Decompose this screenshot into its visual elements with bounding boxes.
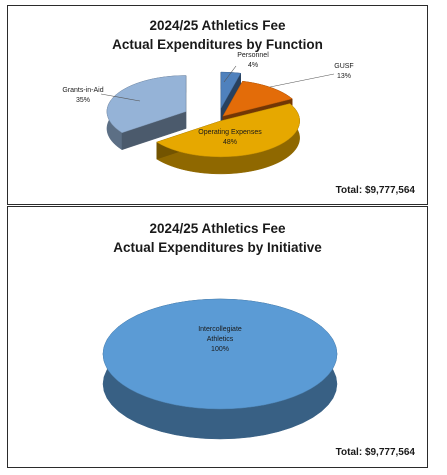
pie-slice-gusf <box>222 80 293 117</box>
pie-slice-operating-expenses <box>156 103 300 158</box>
leader-line-gusf <box>269 73 335 88</box>
label-intercollegiate-pct: 100% <box>211 346 229 353</box>
leader-line-personnel <box>223 65 237 83</box>
label-operating-name: Operating Expenses <box>198 129 262 136</box>
function-total: Total: $9,777,564 <box>336 185 415 196</box>
function-total-value: $9,777,564 <box>364 185 415 196</box>
label-intercollegiate-line1: Intercollegiate <box>198 326 242 333</box>
leader-line-grants <box>100 93 141 102</box>
label-personnel-name: Personnel <box>237 52 269 59</box>
function-total-label: Total: <box>335 185 363 196</box>
function-chart-panel: 2024/25 Athletics Fee Actual Expenditure… <box>7 5 428 205</box>
function-pie-chart: Personnel 4% GUSF 13% Operating Expenses 48% G… <box>62 52 354 175</box>
pie-slice-grants-in-aid <box>106 75 187 133</box>
initiative-total-value: $9,777,564 <box>364 447 415 458</box>
initiative-total: Total: $9,777,564 <box>336 447 415 458</box>
initiative-chart-title: 2024/25 Athletics Fee Actual Expenditure… <box>8 219 427 257</box>
initiative-pie-chart: Intercollegiate Athletics 100% <box>102 298 338 440</box>
label-intercollegiate-line2: Athletics <box>207 336 234 343</box>
function-chart-title: 2024/25 Athletics Fee Actual Expenditure… <box>8 16 427 54</box>
pie-slice-intercollegiate <box>102 298 338 410</box>
label-grants-pct: 35% <box>76 97 90 104</box>
label-operating-pct: 48% <box>223 139 237 146</box>
function-title-line1: 2024/25 Athletics Fee <box>149 18 286 33</box>
initiative-title-line1: 2024/25 Athletics Fee <box>149 221 286 236</box>
label-gusf-name: GUSF <box>334 63 353 70</box>
label-grants-name: Grants-in-Aid <box>62 87 103 94</box>
initiative-chart-panel: 2024/25 Athletics Fee Actual Expenditure… <box>7 206 428 468</box>
initiative-total-label: Total: <box>335 447 363 458</box>
function-title-line2: Actual Expenditures by Function <box>112 37 323 52</box>
initiative-title-line2: Actual Expenditures by Initiative <box>113 240 322 255</box>
label-gusf-pct: 13% <box>337 73 351 80</box>
label-personnel-pct: 4% <box>248 62 258 69</box>
